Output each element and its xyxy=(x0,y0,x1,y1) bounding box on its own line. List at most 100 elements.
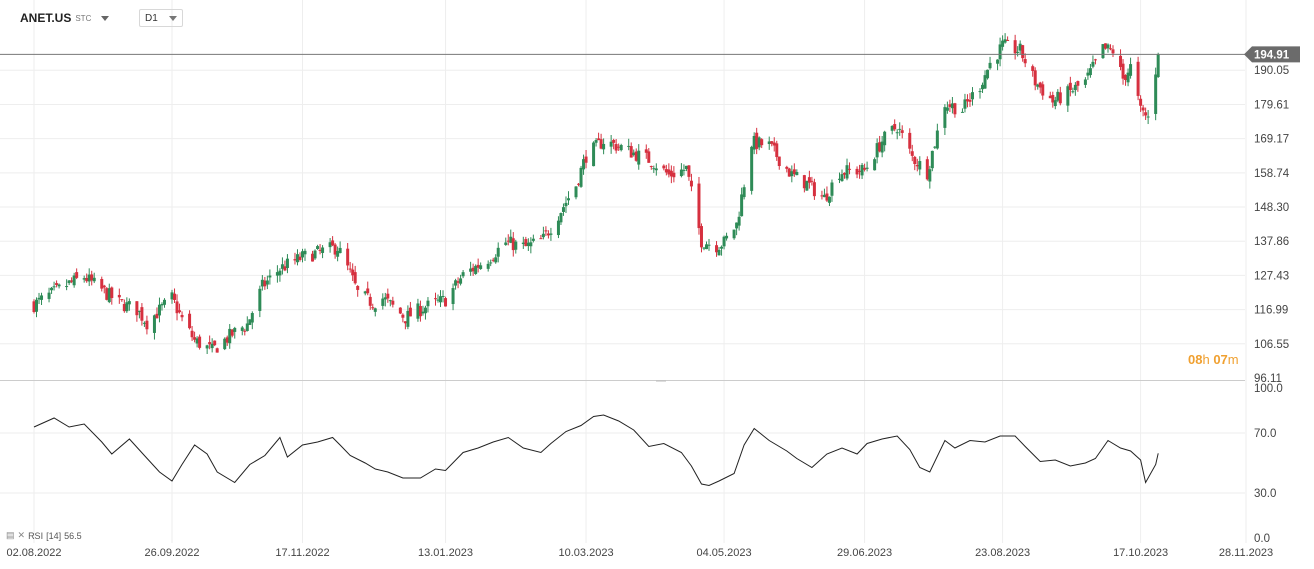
candle xyxy=(426,297,430,313)
indicator-settings-icon[interactable]: ▤ xyxy=(6,530,15,540)
candle-body xyxy=(175,301,179,314)
price-tick-label: 158.74 xyxy=(1254,168,1290,180)
candle-body xyxy=(283,266,287,271)
candle xyxy=(752,132,756,155)
candle xyxy=(679,163,683,178)
candle-body xyxy=(439,296,443,303)
candle xyxy=(506,234,510,246)
candle xyxy=(193,331,197,343)
candle xyxy=(1001,35,1005,51)
candle xyxy=(152,314,156,340)
candle xyxy=(983,70,987,90)
candle xyxy=(451,283,455,311)
candle-body xyxy=(406,310,410,327)
candle-body xyxy=(52,286,56,288)
candle xyxy=(35,297,39,318)
candle xyxy=(57,283,61,289)
rsi-indicator-label[interactable]: ▤ ✕ RSI [14] 56.5 xyxy=(6,530,82,541)
candle xyxy=(210,338,214,353)
candle xyxy=(135,301,139,322)
candle xyxy=(1144,107,1148,120)
candle xyxy=(321,245,325,259)
candle-body xyxy=(529,242,533,247)
candle-body xyxy=(873,159,877,171)
candle-body xyxy=(258,288,262,311)
candle-body xyxy=(1106,44,1110,49)
candle xyxy=(175,294,179,321)
candle-body xyxy=(441,295,445,297)
candle xyxy=(356,285,360,297)
candle-body xyxy=(812,182,816,197)
candle-body xyxy=(371,307,375,309)
candle xyxy=(137,310,141,319)
candle-body xyxy=(506,240,510,242)
candle xyxy=(215,347,219,353)
candle-body xyxy=(40,295,44,300)
candle-body xyxy=(715,245,719,253)
price-axis[interactable]: 190.05 179.61 169.17 158.74 148.30 137.86 127.… xyxy=(1254,65,1290,385)
timeframe-dropdown[interactable]: D1 xyxy=(139,9,183,27)
close-icon[interactable]: ✕ xyxy=(17,530,26,540)
candle-body xyxy=(687,165,691,177)
candle-body xyxy=(275,272,279,276)
candle-body xyxy=(1048,95,1052,99)
candle-body xyxy=(895,132,899,134)
candle-body xyxy=(612,139,616,143)
candle-body xyxy=(348,268,352,270)
candle xyxy=(915,158,919,172)
candle-body xyxy=(509,236,513,243)
candle-body xyxy=(223,338,227,350)
candle xyxy=(471,263,475,276)
candle xyxy=(863,163,867,172)
candle xyxy=(787,167,791,177)
candle xyxy=(70,277,74,284)
candle-body xyxy=(318,249,322,251)
candle-body xyxy=(451,288,455,305)
candle xyxy=(772,137,776,152)
candle-body xyxy=(72,275,76,286)
candle xyxy=(988,56,992,70)
candle xyxy=(268,269,272,285)
candle xyxy=(1121,59,1125,85)
symbol-selector[interactable]: ANET.US STC xyxy=(20,9,110,27)
candle-body xyxy=(193,337,197,340)
price-tick-label: 96.11 xyxy=(1254,373,1282,385)
candle-body xyxy=(321,247,325,253)
candle xyxy=(1036,83,1040,90)
candle xyxy=(687,165,691,181)
time-tick-label: 29.06.2023 xyxy=(837,547,892,559)
candle-body xyxy=(637,150,641,165)
candle xyxy=(785,165,789,173)
candle xyxy=(127,298,131,311)
price-tick-label: 190.05 xyxy=(1254,65,1289,77)
time-tick-label: 04.05.2023 xyxy=(697,547,752,559)
candle xyxy=(386,288,390,303)
candle-body xyxy=(338,247,342,254)
current-price-tag xyxy=(1244,46,1300,63)
candle-body xyxy=(1093,59,1097,61)
candle xyxy=(672,166,676,183)
candle xyxy=(865,161,869,172)
candle-body xyxy=(802,175,806,189)
candle xyxy=(263,276,267,290)
time-tick-label: 17.10.2023 xyxy=(1113,547,1168,559)
candle xyxy=(391,296,395,308)
candle xyxy=(504,237,508,246)
candle-body xyxy=(311,253,315,262)
candle xyxy=(173,288,177,304)
candle-body xyxy=(366,288,370,294)
candle-body xyxy=(469,268,473,272)
symbol-suffix: STC xyxy=(75,13,92,23)
candle-body xyxy=(521,242,525,245)
candle-body xyxy=(55,283,59,285)
candle xyxy=(125,297,129,313)
time-axis[interactable]: 02.08.2022 26.09.2022 17.11.2022 13.01.2023… xyxy=(6,547,1273,559)
candle-body xyxy=(880,141,884,153)
candle-body xyxy=(918,161,922,170)
candle xyxy=(418,300,422,322)
candle-body xyxy=(423,307,427,314)
candle xyxy=(170,289,174,304)
candle-body xyxy=(1053,100,1057,107)
candle-body xyxy=(401,314,405,318)
